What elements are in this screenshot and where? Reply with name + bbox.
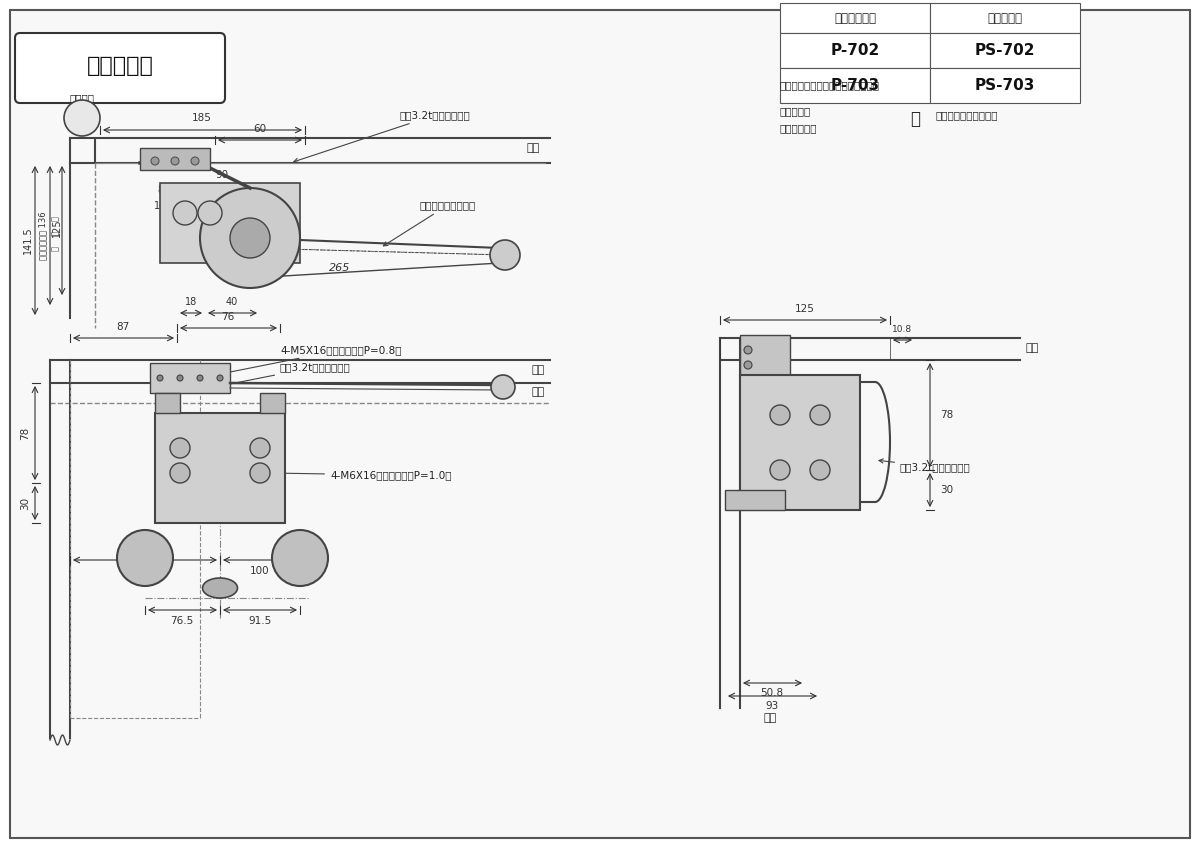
Text: PS-702: PS-702 [974, 43, 1036, 58]
Circle shape [770, 405, 790, 425]
Text: 18: 18 [185, 297, 197, 307]
Text: P-703: P-703 [830, 78, 880, 93]
Text: 78: 78 [940, 410, 953, 420]
Circle shape [217, 375, 223, 381]
Text: 枠: 枠 [50, 231, 60, 236]
Text: 76.5: 76.5 [170, 616, 193, 626]
Text: ストップなし: ストップなし [780, 123, 817, 133]
Text: 上枠: 上枠 [1025, 343, 1038, 353]
Bar [140, 148, 210, 170]
FancyBboxPatch shape [10, 10, 1190, 838]
Text: ストップ付: ストップ付 [780, 106, 811, 116]
Text: 93: 93 [766, 701, 779, 711]
Bar [155, 393, 180, 413]
Circle shape [172, 157, 179, 165]
Bar [740, 375, 860, 510]
Circle shape [191, 157, 199, 165]
Text: P-702: P-702 [830, 43, 880, 58]
Text: ｝: ｝ [910, 110, 920, 128]
Bar [780, 33, 930, 68]
Bar [740, 335, 790, 375]
Text: 100: 100 [250, 566, 270, 576]
Text: 本図はストップ付、左開きを示す。: 本図はストップ付、左開きを示す。 [780, 80, 880, 90]
Bar [260, 393, 286, 413]
Text: 135: 135 [136, 566, 155, 576]
Circle shape [250, 463, 270, 483]
Circle shape [118, 530, 173, 586]
Text: 141.5: 141.5 [23, 226, 34, 254]
Circle shape [151, 157, 158, 165]
Text: ドア吊芯: ドア吊芯 [70, 93, 95, 103]
Text: ストップなし: ストップなし [834, 12, 876, 25]
Text: 10.8: 10.8 [892, 325, 912, 334]
Bar [155, 413, 286, 523]
Text: 91.5: 91.5 [248, 616, 271, 626]
Text: 10: 10 [154, 201, 166, 211]
Text: 265: 265 [329, 263, 350, 273]
Circle shape [197, 375, 203, 381]
Text: パラレル型: パラレル型 [86, 56, 154, 76]
Circle shape [744, 346, 752, 354]
Text: 125: 125 [52, 219, 62, 237]
Circle shape [170, 463, 190, 483]
Bar [930, 68, 1080, 103]
Text: 取付寸法は同じです。: 取付寸法は同じです。 [935, 110, 997, 120]
Text: 上枠: 上枠 [532, 365, 545, 375]
Circle shape [157, 375, 163, 381]
Text: 裏板3.2t以上（別途）: 裏板3.2t以上（別途） [878, 459, 971, 472]
FancyBboxPatch shape [16, 33, 226, 103]
Text: 76: 76 [221, 312, 235, 322]
Bar [725, 490, 785, 510]
Text: ストップなし 136: ストップなし 136 [38, 212, 48, 260]
Text: 90: 90 [216, 170, 228, 180]
Circle shape [173, 201, 197, 225]
Text: 30: 30 [20, 496, 30, 510]
Text: 40: 40 [226, 297, 238, 307]
Text: 4-M6X16丸皿小ネジ（P=1.0）: 4-M6X16丸皿小ネジ（P=1.0） [274, 470, 451, 480]
Circle shape [200, 188, 300, 288]
Text: 125: 125 [796, 304, 815, 314]
Text: 8: 8 [157, 185, 163, 195]
Circle shape [170, 438, 190, 458]
Circle shape [64, 100, 100, 136]
Ellipse shape [203, 578, 238, 598]
Text: 閉扉速度調整バルブ: 閉扉速度調整バルブ [383, 200, 476, 246]
Circle shape [810, 405, 830, 425]
Bar [150, 363, 230, 393]
Circle shape [198, 201, 222, 225]
Circle shape [230, 218, 270, 258]
Circle shape [491, 375, 515, 399]
Bar [780, 3, 930, 33]
Text: 巾: 巾 [50, 246, 60, 250]
Bar [930, 3, 1080, 33]
Text: 60: 60 [253, 124, 266, 134]
Text: 30: 30 [940, 485, 953, 495]
Bar [160, 183, 300, 263]
Text: 78: 78 [20, 427, 30, 439]
Text: 50.8: 50.8 [761, 688, 784, 698]
Circle shape [272, 530, 328, 586]
Circle shape [810, 460, 830, 480]
Text: ドア: ドア [532, 387, 545, 397]
Text: 裏板3.2t以上（別途）: 裏板3.2t以上（別途） [204, 362, 350, 390]
Bar [930, 33, 1080, 68]
Text: 87: 87 [116, 322, 130, 332]
Text: ドア: ドア [527, 143, 540, 153]
Bar [780, 68, 930, 103]
Text: ストップ付: ストップ付 [988, 12, 1022, 25]
Text: 半: 半 [50, 215, 60, 220]
Text: 185: 185 [192, 113, 212, 123]
Text: PS-703: PS-703 [974, 78, 1036, 93]
Circle shape [490, 240, 520, 270]
Circle shape [770, 460, 790, 480]
Text: ドア: ドア [763, 713, 776, 723]
Circle shape [178, 375, 182, 381]
Circle shape [250, 438, 270, 458]
Text: 裏板3.2t以上（別途）: 裏板3.2t以上（別途） [294, 110, 470, 163]
Circle shape [744, 361, 752, 369]
Text: 4-M5X16丸皿小ネジ（P=0.8）: 4-M5X16丸皿小ネジ（P=0.8） [204, 345, 402, 378]
